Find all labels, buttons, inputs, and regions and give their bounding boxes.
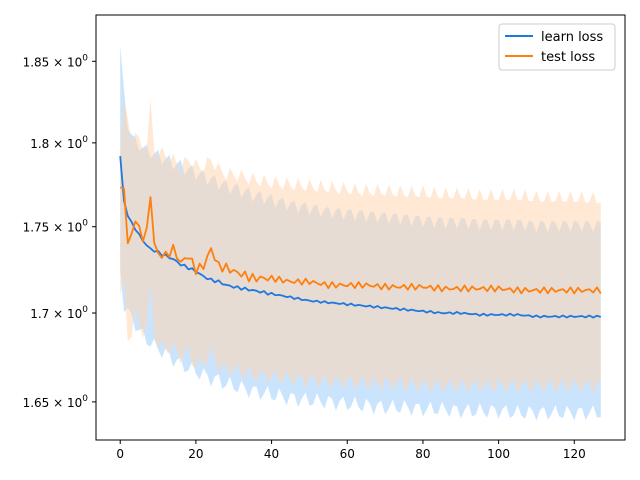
plot-frame (95, 14, 626, 441)
y-tick-label: 1.65 × 100 (23, 394, 89, 410)
lines-layer (119, 156, 602, 319)
bands-layer (120, 45, 601, 421)
legend-label: learn loss (541, 30, 603, 45)
y-tick-label: 1.75 × 100 (23, 219, 89, 235)
y-axis: 1.65 × 100 1.7 × 100 1.75 × 100 1.8 × 100 1.… (23, 53, 96, 410)
y-tick-label: 1.7 × 100 (30, 305, 88, 321)
band-test-loss (120, 98, 601, 394)
line-learn-loss (119, 156, 602, 319)
legend-label: test loss (541, 50, 595, 65)
x-tick-label: 0 (116, 447, 124, 461)
line-test-loss (119, 186, 602, 295)
x-tick-label: 40 (264, 447, 279, 461)
y-tick-label: 1.8 × 100 (30, 135, 88, 151)
x-tick-label: 120 (563, 447, 586, 461)
x-tick-label: 20 (188, 447, 203, 461)
x-tick-label: 60 (340, 447, 355, 461)
x-tick-label: 100 (487, 447, 510, 461)
x-tick-label: 80 (415, 447, 430, 461)
legend: learn loss test loss (498, 23, 616, 71)
x-axis: 0 20 40 60 80 100 120 (116, 440, 586, 461)
y-tick-label: 1.85 × 100 (23, 53, 89, 69)
